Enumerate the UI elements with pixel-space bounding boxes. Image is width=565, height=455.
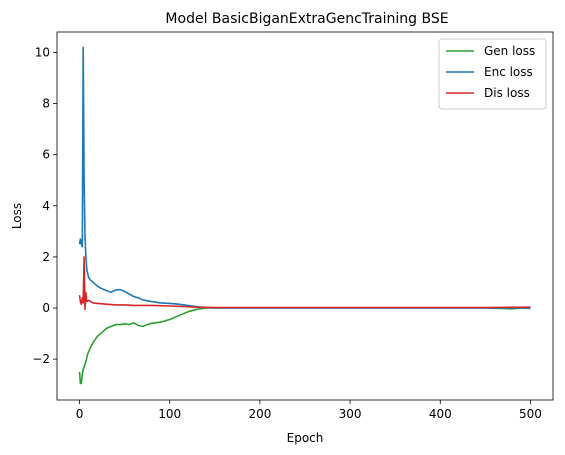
legend-label: Gen loss bbox=[484, 44, 535, 58]
plot-border bbox=[56, 31, 554, 401]
legend-label: Dis loss bbox=[484, 86, 530, 100]
chart-title: Model BasicBiganExtraGencTraining BSE bbox=[165, 11, 448, 27]
series-layer bbox=[78, 46, 531, 385]
x-axis-label: Epoch bbox=[287, 431, 324, 445]
y-tick-label: 6 bbox=[42, 148, 50, 162]
y-tick-label: 0 bbox=[42, 301, 50, 315]
x-tick-label: 200 bbox=[248, 407, 271, 421]
x-tick-label: 500 bbox=[519, 407, 542, 421]
x-tick-label: 300 bbox=[339, 407, 362, 421]
x-tick-label: 100 bbox=[158, 407, 181, 421]
y-tick-label: 10 bbox=[35, 45, 50, 59]
y-tick-label: 8 bbox=[42, 97, 50, 111]
x-tick-label: 0 bbox=[76, 407, 84, 421]
y-axis-label: Loss bbox=[10, 203, 24, 229]
y-tick-label: 2 bbox=[42, 250, 50, 264]
x-tick-label: 400 bbox=[429, 407, 452, 421]
y-axis-ticks: −2 0 2 4 6 8 10 bbox=[32, 45, 57, 366]
x-axis-ticks: 0 100 200 300 400 500 bbox=[76, 400, 542, 421]
legend-label: Enc loss bbox=[484, 65, 533, 79]
y-tick-label: −2 bbox=[32, 352, 50, 366]
legend-frame bbox=[438, 38, 547, 110]
series-line-dis-loss bbox=[78, 256, 531, 311]
legend: Gen loss Enc loss Dis loss bbox=[438, 38, 547, 110]
y-tick-label: 4 bbox=[42, 199, 50, 213]
